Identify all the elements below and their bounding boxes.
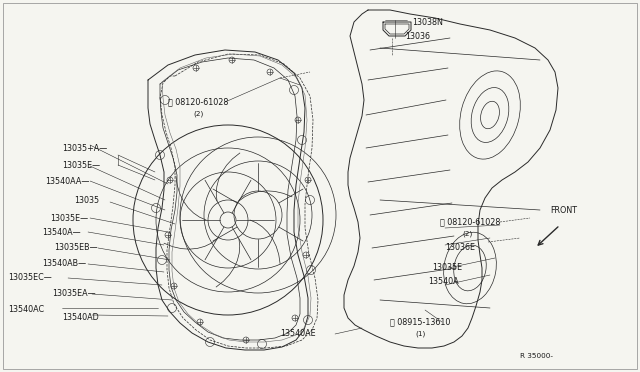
Text: 13035E—: 13035E— xyxy=(62,160,100,170)
Text: FRONT: FRONT xyxy=(550,205,577,215)
Text: Ⓑ 08120-61028: Ⓑ 08120-61028 xyxy=(440,218,500,227)
Text: 13540A—: 13540A— xyxy=(42,228,81,237)
Text: R 35000-: R 35000- xyxy=(520,353,553,359)
Text: Ⓜ 08915-13610: Ⓜ 08915-13610 xyxy=(390,317,451,327)
Text: Ⓑ 08120-61028: Ⓑ 08120-61028 xyxy=(168,97,228,106)
Text: 13035EC—: 13035EC— xyxy=(8,273,52,282)
Text: 13540AA—: 13540AA— xyxy=(45,176,90,186)
Text: 13035E—: 13035E— xyxy=(50,214,88,222)
Text: (1): (1) xyxy=(415,331,425,337)
Text: (2): (2) xyxy=(462,231,472,237)
Text: 13540AE: 13540AE xyxy=(280,330,316,339)
Text: 13540AC: 13540AC xyxy=(8,305,44,314)
Text: 13036E: 13036E xyxy=(445,244,475,253)
Text: 13540AD: 13540AD xyxy=(62,314,99,323)
Text: 13035EB—: 13035EB— xyxy=(54,244,98,253)
Text: 13035E: 13035E xyxy=(432,263,462,273)
Text: 13038N: 13038N xyxy=(412,17,443,26)
Text: 13036: 13036 xyxy=(405,32,430,41)
Text: (2): (2) xyxy=(193,111,204,117)
Text: 13540A: 13540A xyxy=(428,278,459,286)
Text: 13035+A—: 13035+A— xyxy=(62,144,108,153)
Text: 13035: 13035 xyxy=(74,196,99,205)
Text: 13035EA—: 13035EA— xyxy=(52,289,95,298)
Text: 13540AB—: 13540AB— xyxy=(42,260,86,269)
